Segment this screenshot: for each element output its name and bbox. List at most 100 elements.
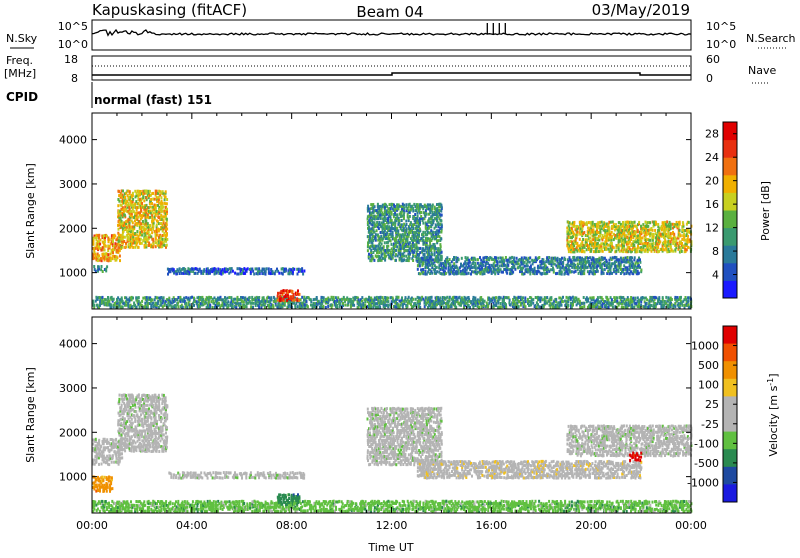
- echo-cell: [391, 243, 393, 246]
- echo-cell: [484, 300, 486, 303]
- freq-left-tick-bottom: 8: [71, 72, 78, 85]
- echo-cell: [429, 257, 431, 260]
- echo-cell: [622, 306, 624, 309]
- echo-cell: [307, 305, 309, 308]
- echo-cell: [426, 233, 428, 236]
- echo-cell: [587, 257, 589, 260]
- date-title: 03/May/2019: [592, 1, 690, 19]
- cpid-value: normal (fast) 151: [94, 93, 212, 107]
- echo-cell: [592, 221, 594, 224]
- echo-cell: [391, 219, 393, 222]
- echo-cell: [548, 256, 550, 259]
- echo-cell: [634, 221, 636, 224]
- nsky-right-tick-top: 10^5: [706, 20, 736, 33]
- nave-right-tick-top: 60: [706, 53, 720, 66]
- echo-cell: [182, 306, 184, 309]
- echo-cell: [396, 227, 398, 230]
- echo-cell: [249, 296, 251, 299]
- echo-cell: [166, 223, 168, 226]
- echo-cell: [434, 243, 436, 246]
- echo-cell: [500, 302, 502, 305]
- nsky-right-tick-bottom: 10^0: [706, 38, 736, 51]
- echo-cell: [108, 300, 110, 303]
- echo-cell: [420, 215, 422, 218]
- echo-cell: [230, 270, 232, 273]
- echo-cell: [387, 304, 389, 307]
- echo-cell: [297, 289, 299, 292]
- echo-cell: [270, 296, 272, 299]
- echo-cell: [638, 272, 640, 275]
- echo-cell: [136, 306, 138, 309]
- echo-cell: [505, 306, 507, 309]
- echo-cell: [639, 258, 641, 261]
- echo-cell: [132, 192, 134, 195]
- echo-cell: [151, 231, 153, 234]
- echo-cell: [634, 256, 636, 259]
- echo-cell: [194, 272, 196, 275]
- echo-cell: [156, 224, 158, 227]
- echo-cell: [573, 221, 575, 224]
- echo-cell: [129, 190, 131, 193]
- echo-cell: [145, 196, 147, 199]
- echo-cell: [397, 229, 399, 232]
- echo-cell: [389, 215, 391, 218]
- echo-cell: [474, 297, 476, 300]
- echo-cell: [629, 248, 631, 251]
- echo-cell: [397, 254, 399, 257]
- echo-cell: [504, 264, 506, 267]
- echo-cell: [162, 238, 164, 241]
- echo-cell: [612, 305, 614, 308]
- echo-cell: [566, 296, 568, 299]
- echo-cell: [121, 296, 123, 299]
- echo-cell: [150, 198, 152, 201]
- echo-cell: [129, 221, 131, 224]
- echo-cell: [164, 198, 166, 201]
- echo-cell: [272, 305, 274, 308]
- echo-cell: [412, 210, 414, 213]
- echo-cell: [408, 296, 410, 299]
- echo-cell: [125, 245, 127, 248]
- echo-cell: [422, 268, 424, 271]
- echo-cell: [403, 207, 405, 210]
- echo-cell: [394, 205, 396, 208]
- echo-cell: [252, 306, 254, 309]
- echo-cell: [424, 253, 426, 256]
- echo-cell: [400, 243, 402, 246]
- echo-cell: [437, 256, 439, 259]
- echo-cell: [94, 253, 96, 256]
- echo-cell: [110, 256, 112, 259]
- echo-cell: [375, 245, 377, 248]
- echo-cell: [588, 260, 590, 263]
- echo-cell: [514, 268, 516, 271]
- echo-cell: [332, 304, 334, 307]
- echo-cell: [468, 296, 470, 299]
- echo-cell: [138, 246, 140, 249]
- echo-cell: [446, 296, 448, 299]
- echo-cell: [382, 252, 384, 255]
- echo-cell: [564, 258, 566, 261]
- echo-cell: [583, 231, 585, 234]
- echo-cell: [120, 234, 122, 237]
- echo-cell: [124, 236, 126, 239]
- echo-cell: [316, 296, 318, 299]
- echo-cell: [177, 296, 179, 299]
- echo-cell: [298, 268, 300, 271]
- echo-cell: [93, 265, 95, 268]
- echo-cell: [534, 267, 536, 270]
- echo-cell: [105, 298, 107, 301]
- echo-cell: [364, 303, 366, 306]
- echo-cell: [339, 302, 341, 305]
- echo-cell: [440, 204, 442, 207]
- echo-cell: [158, 228, 160, 231]
- echo-cell: [583, 305, 585, 308]
- echo-cell: [441, 214, 443, 217]
- echo-cell: [688, 303, 690, 306]
- echo-cell: [583, 296, 585, 299]
- echo-cell: [642, 296, 644, 299]
- echo-cell: [597, 296, 599, 299]
- echo-cell: [583, 272, 585, 275]
- echo-cell: [605, 246, 607, 249]
- echo-cell: [488, 297, 490, 300]
- echo-cell: [441, 251, 443, 254]
- echo-cell: [500, 305, 502, 308]
